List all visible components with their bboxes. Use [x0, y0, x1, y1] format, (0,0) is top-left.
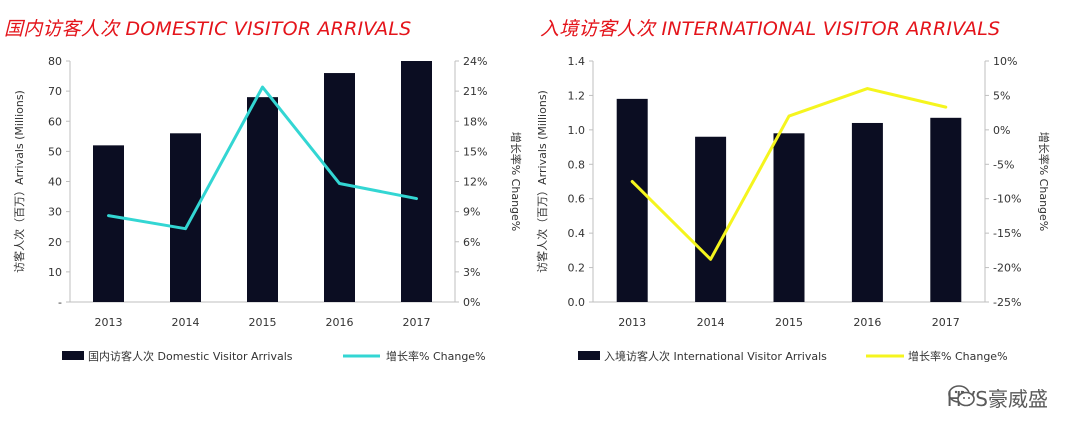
- y2-axis-title: 增长率% Change%: [1037, 132, 1051, 232]
- y-tick-label: 0.4: [568, 227, 586, 240]
- x-tick-label: 2013: [95, 316, 123, 329]
- y2-tick-label: 12%: [463, 176, 487, 189]
- y-axis-title: 访客人次（百万）Arrivals (Millions): [535, 90, 549, 273]
- y-tick-label: -: [58, 296, 62, 309]
- change-line: [107, 85, 418, 231]
- y-tick-label: 80: [48, 55, 62, 68]
- legend-label-line: 增长率% Change%: [908, 349, 1008, 363]
- legend-swatch-bar: [62, 351, 84, 360]
- bar: [695, 136, 727, 302]
- x-tick-label: 2015: [249, 316, 277, 329]
- chart-title-domestic: 国内访客人次 DOMESTIC VISITOR ARRIVALS: [4, 18, 412, 40]
- y2-tick-label: 5%: [993, 89, 1010, 102]
- x-tick-label: 2014: [697, 316, 725, 329]
- y2-tick-label: -25%: [993, 296, 1021, 309]
- legend-label-bar: 国内访客人次 Domestic Visitor Arrivals: [88, 349, 293, 363]
- bar: [930, 117, 962, 302]
- y2-tick-label: 15%: [463, 145, 487, 158]
- watermark: HVS豪威盛: [947, 383, 1048, 412]
- y-tick-label: 0.0: [568, 296, 586, 309]
- y-tick-label: 30: [48, 206, 62, 219]
- y-tick-label: 10: [48, 266, 62, 279]
- y-tick-label: 1.4: [568, 55, 586, 68]
- x-tick-label: 2016: [326, 316, 354, 329]
- x-tick-label: 2017: [932, 316, 960, 329]
- y2-tick-label: -20%: [993, 262, 1021, 275]
- bar: [93, 145, 124, 302]
- y2-tick-label: -15%: [993, 227, 1021, 240]
- y-tick-label: 40: [48, 176, 62, 189]
- y-axis-title: 访客人次（百万）Arrivals (Millions): [12, 90, 26, 273]
- y-tick-label: 0.6: [568, 193, 586, 206]
- legend-swatch-bar: [578, 351, 600, 360]
- bar: [616, 98, 648, 302]
- bar: [247, 97, 278, 303]
- y2-tick-label: 18%: [463, 115, 487, 128]
- y2-tick-label: -10%: [993, 193, 1021, 206]
- y2-tick-label: 0%: [993, 124, 1010, 137]
- y-tick-label: 1.0: [568, 124, 586, 137]
- x-tick-label: 2015: [775, 316, 803, 329]
- y-tick-label: 0.2: [568, 262, 586, 275]
- y2-tick-label: 9%: [463, 206, 480, 219]
- y-tick-label: 50: [48, 145, 62, 158]
- bar: [851, 122, 883, 302]
- y2-tick-label: 10%: [993, 55, 1017, 68]
- y2-tick-label: 21%: [463, 85, 487, 98]
- x-tick-label: 2016: [853, 316, 881, 329]
- bar: [324, 73, 355, 302]
- legend-label-bar: 入境访客人次 International Visitor Arrivals: [604, 349, 827, 363]
- y2-axis-title: 增长率% Change%: [509, 132, 523, 232]
- y-tick-label: 60: [48, 115, 62, 128]
- x-tick-label: 2014: [172, 316, 200, 329]
- change-line: [630, 87, 948, 261]
- y-tick-label: 70: [48, 85, 62, 98]
- wechat-icon: [947, 385, 975, 407]
- y2-tick-label: 3%: [463, 266, 480, 279]
- y-tick-label: 20: [48, 236, 62, 249]
- legend-label-line: 增长率% Change%: [386, 349, 486, 363]
- bar: [401, 61, 432, 302]
- y2-tick-label: 24%: [463, 55, 487, 68]
- y2-tick-label: 6%: [463, 236, 480, 249]
- y2-tick-label: 0%: [463, 296, 480, 309]
- chart-title-international: 入境访客人次 INTERNATIONAL VISITOR ARRIVALS: [540, 18, 1001, 40]
- bar: [170, 133, 201, 302]
- y2-tick-label: -5%: [993, 158, 1014, 171]
- y-tick-label: 1.2: [568, 89, 586, 102]
- x-tick-label: 2013: [618, 316, 646, 329]
- y-tick-label: 0.8: [568, 158, 586, 171]
- bar: [773, 133, 805, 302]
- x-tick-label: 2017: [403, 316, 431, 329]
